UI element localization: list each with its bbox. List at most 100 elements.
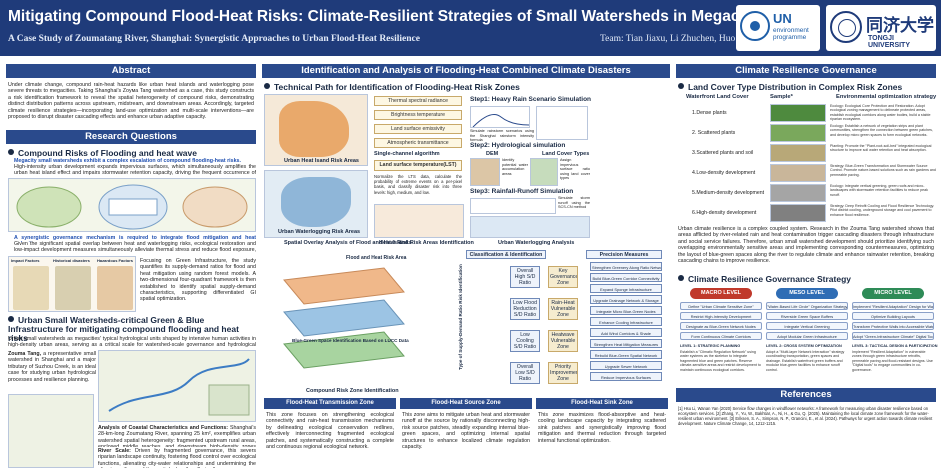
un-emblem-icon	[740, 11, 770, 41]
factor-map-3	[97, 266, 133, 310]
level-text-body: Adopt a "Multi-layer Network Interaction…	[766, 350, 845, 372]
header-banner: Mitigating Compound Flood-Heat Risks: Cl…	[0, 0, 941, 56]
level-pill: MESO LEVEL	[776, 288, 838, 299]
level-item: Restrict High-Intensity Development	[680, 312, 762, 320]
step1-chart	[470, 106, 530, 128]
precision-item: Rebuild Blue-Green Spatial Network	[590, 350, 662, 359]
level-text-title: LEVEL 1: STRATEGIC PLANNING	[680, 344, 741, 348]
heat-identification-map	[374, 204, 464, 238]
un-logo-sub: environment programme	[773, 27, 809, 41]
tongji-logo-sub: TONGJI UNIVERSITY	[868, 35, 911, 49]
overlay-stack: Flood and Heat Risk Area Blue-Green Spac…	[264, 250, 414, 386]
bullet-icon	[678, 275, 684, 281]
level-pill: MACRO LEVEL	[690, 288, 752, 299]
axis-label: Type of Supply-Demand Ratio Risk Identif…	[458, 264, 463, 370]
waterlog-map-shape	[281, 177, 351, 227]
bullet-icon	[264, 83, 270, 89]
level-item: Designate as Blue-Green Network Nodes	[680, 322, 762, 330]
precision-item: Expand Sponge Infrastructure	[590, 284, 662, 293]
precision-item: Strengthen Heat Mitigation Measures	[590, 339, 662, 348]
abstract-text: Under climate change, compound rain-heat…	[8, 82, 254, 121]
quadrant-high: Overall High S/D Ratio	[510, 266, 540, 288]
tongji-logo: 同济大学 TONGJI UNIVERSITY	[826, 5, 936, 51]
rain-curve-graphic	[472, 114, 529, 127]
level-item: Integrate Vertical Greening	[766, 322, 848, 330]
heat-map-shape	[279, 101, 349, 157]
dem-label: DEM	[486, 151, 499, 157]
dem-note: Identify potential water accumulation ar…	[502, 158, 528, 176]
precision-header: Precision Measures	[586, 250, 662, 259]
quadrant-low: Overall Low S/D Ratio	[510, 362, 540, 384]
step1-note: Simulate rainstorm scenarios using the S…	[470, 129, 534, 141]
identification-heading: Identification and Analysis of Flooding-…	[262, 64, 670, 78]
land-cover-sample	[770, 184, 826, 202]
waterlogging-analysis-caption: Urban Waterlogging Analysis	[498, 240, 575, 246]
land-cover-types-label: Land Cover Types	[542, 151, 590, 157]
q2-text: Given the significant spatial overlap be…	[14, 241, 256, 254]
level-text-title: LEVEL 3: TACTICAL DESIGN & PARTICIPATION	[852, 344, 938, 348]
heat-factor-1: Thermal spectral radiance	[374, 96, 462, 106]
zone-transmission-text: This zone focuses on strengthening ecolo…	[266, 412, 394, 451]
level-item: Optimize Building Layouts	[852, 312, 934, 320]
bullet-icon	[8, 149, 14, 155]
level-item: Implement "Resilient Adaptation" Design …	[852, 302, 934, 310]
tongji-logo-name: 同济大学	[866, 16, 934, 36]
blue-green-caption: Blue-Green Space Identification Based on…	[292, 338, 409, 343]
waterlogging-map	[264, 170, 368, 238]
bullet-icon	[8, 316, 14, 322]
un-environment-logo: UN environment programme	[736, 5, 820, 51]
authors: Team: Tian Jiaxu, Li Zhuchen, Huo Yanxu	[600, 34, 762, 44]
step1-title: Step1: Heavy Rain Scenario Simulation	[470, 96, 592, 103]
level-item: Form Continuous Climate Corridors	[680, 332, 762, 340]
q1-highlight: Megacity small watersheds exhibit a comp…	[14, 158, 241, 164]
zone-sink-title: Flood-Heat Sink Zone	[536, 398, 668, 409]
references-heading: References	[676, 388, 936, 402]
precision-item: Upgrade Drainage Network & Storage	[590, 295, 662, 304]
precision-item: Build Blue-Green Corridor Connectivity	[590, 273, 662, 282]
flood-heat-risk-caption: Flood and Heat Risk Area	[346, 255, 407, 261]
land-cover-strategy: Strategy: Blue-Green Transformation and …	[830, 164, 936, 177]
lst-note: Normalize the LTS data, calculate the pr…	[374, 174, 462, 195]
land-cover-strategy: Ecology: Ecological Core Protection and …	[830, 104, 931, 122]
precision-item: Upgrade Sewer Network	[590, 361, 662, 370]
step3-note: Simulate storm runoff using the SCS-CN m…	[558, 196, 590, 210]
land-cover-strategy: Ecology: Integrate vertical greening, gr…	[830, 184, 928, 197]
land-cover-sample	[770, 144, 826, 162]
zone-transmission-title: Flood-Heat Transmission Zone	[264, 398, 396, 409]
zoumatang-location-map	[98, 350, 256, 422]
land-cover-label: 6.High-density development	[692, 210, 757, 216]
level-item: Adopt Modular Green Infrastructure	[766, 332, 848, 340]
dem-map	[470, 158, 500, 186]
river-scale-text: River Scale: Driven by fragmented govern…	[98, 448, 256, 468]
level-item: Adopt "Green-Infrastructure Climate" Dig…	[852, 332, 934, 340]
level-item: Define "Urban Climate Sensitive Zone"	[680, 302, 762, 310]
level-text-body: Establish a "Climatic Regulation Network…	[680, 350, 761, 372]
panel-label-impact: Impact Factors	[11, 258, 40, 263]
governance-strategy-title: Climate Resilience Governance Strategy	[678, 274, 851, 284]
un-logo-name: UN	[773, 11, 792, 26]
poster-subtitle: A Case Study of Zoumatang River, Shangha…	[8, 34, 420, 44]
case-description: Zouma Tang, a representative small water…	[8, 351, 96, 383]
land-cover-sample	[770, 124, 826, 142]
heat-identification-caption: Heat Island Risk Areas Identification	[379, 240, 474, 246]
land-cover-label: 5.Medium-density development	[692, 190, 765, 196]
step3-title: Step3: Rainfall-Runoff Simulation	[470, 188, 574, 195]
zone-source-text: This zone aims to mitigate urban heat an…	[402, 412, 530, 451]
q3-text: Urban small watersheds as megacities' ty…	[8, 336, 256, 349]
overlay-stack-graphic	[283, 267, 405, 369]
table-header-sample: Sample*	[770, 94, 793, 100]
land-cover-strategy: Planting: Promote the "Plant-root-soil-b…	[830, 144, 932, 153]
quadrant-low-flood: Low Flood Reduction S/D Ratio	[510, 298, 540, 320]
runoff-map	[470, 216, 590, 238]
zone-source-title: Flood-Heat Source Zone	[400, 398, 532, 409]
step2-title: Step2: Hydrological simulation	[470, 142, 566, 149]
quadrant-low-cooling: Low Cooling S/D Ratio	[510, 330, 540, 352]
level-item: Transform Protective Walls into Accessib…	[852, 322, 934, 330]
table-header-landcover: Waterfront Land Cover	[686, 94, 749, 100]
research-questions-heading: Research Questions	[6, 130, 256, 144]
zone-sink-text: This zone maximizes flood-absorptive and…	[538, 412, 666, 444]
land-cover-label: 4.Low-density development	[692, 170, 756, 176]
q2-factor-maps: Impact Factors Historical disasters Haza…	[8, 256, 136, 312]
land-cover-sample	[770, 104, 826, 122]
scs-formula	[470, 198, 556, 214]
